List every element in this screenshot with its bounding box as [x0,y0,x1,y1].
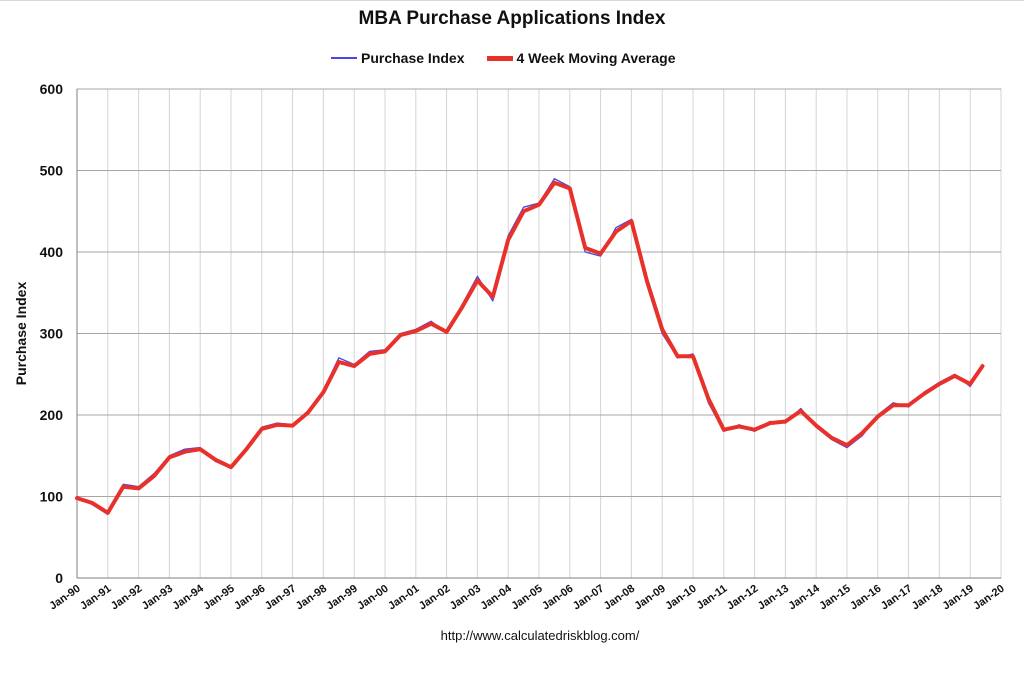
y-tick-label: 400 [40,244,64,260]
x-tick-label: Jan-05 [509,583,544,613]
legend-swatch-purchase-index [331,57,357,59]
x-tick-label: Jan-07 [571,583,606,613]
y-tick-label: 0 [55,570,63,586]
x-tick-label: Jan-91 [78,583,113,613]
x-tick-label: Jan-08 [602,583,637,613]
x-tick-label: Jan-04 [478,582,514,612]
x-tick-label: Jan-97 [263,583,298,613]
x-tick-label: Jan-95 [201,583,236,613]
y-tick-label: 200 [40,407,64,423]
legend-swatch-moving-average [486,55,513,61]
x-tick-label: Jan-01 [386,583,421,613]
x-tick-label: Jan-03 [448,583,483,613]
x-tick-label: Jan-10 [663,583,698,613]
x-tick-label: Jan-09 [632,583,667,613]
y-tick-label: 600 [40,81,64,97]
x-tick-label: Jan-06 [540,583,575,613]
x-tick-label: Jan-19 [940,583,975,613]
x-tick-label: Jan-18 [910,583,945,613]
x-tick-label: Jan-17 [879,583,914,613]
x-tick-label: Jan-93 [140,583,175,613]
legend-label-moving-average: 4 Week Moving Average [516,50,676,66]
x-tick-label: Jan-16 [848,583,883,613]
x-tick-label: Jan-96 [232,583,267,613]
x-tick-label: Jan-02 [417,583,452,613]
y-tick-label: 300 [40,326,64,342]
y-tick-label: 500 [40,163,64,179]
x-tick-label: Jan-98 [294,583,329,613]
chart-legend: Purchase Index 4 Week Moving Average [331,48,697,68]
x-tick-label: Jan-99 [324,583,359,613]
x-tick-label: Jan-12 [725,583,760,613]
x-tick-label: Jan-15 [817,583,852,613]
x-tick-label: Jan-92 [109,583,144,613]
x-tick-label: Jan-90 [47,583,82,613]
x-tick-label: Jan-11 [695,583,730,612]
legend-label-purchase-index: Purchase Index [361,50,465,66]
source-url: http://www.calculatedriskblog.com/ [440,628,640,643]
y-axis-title: Purchase Index [13,282,29,386]
x-tick-label: Jan-20 [971,583,1006,613]
series-moving-average-line [75,180,985,515]
chart-title: MBA Purchase Applications Index [358,8,666,29]
x-tick-label: Jan-94 [170,582,206,612]
x-tick-label: Jan-00 [355,583,390,613]
y-tick-label: 100 [40,489,64,505]
legend-item-purchase-index: Purchase Index [331,50,465,66]
legend-item-moving-average: 4 Week Moving Average [486,50,676,66]
x-tick-label: Jan-13 [756,583,791,613]
x-tick-label: Jan-14 [786,582,822,612]
